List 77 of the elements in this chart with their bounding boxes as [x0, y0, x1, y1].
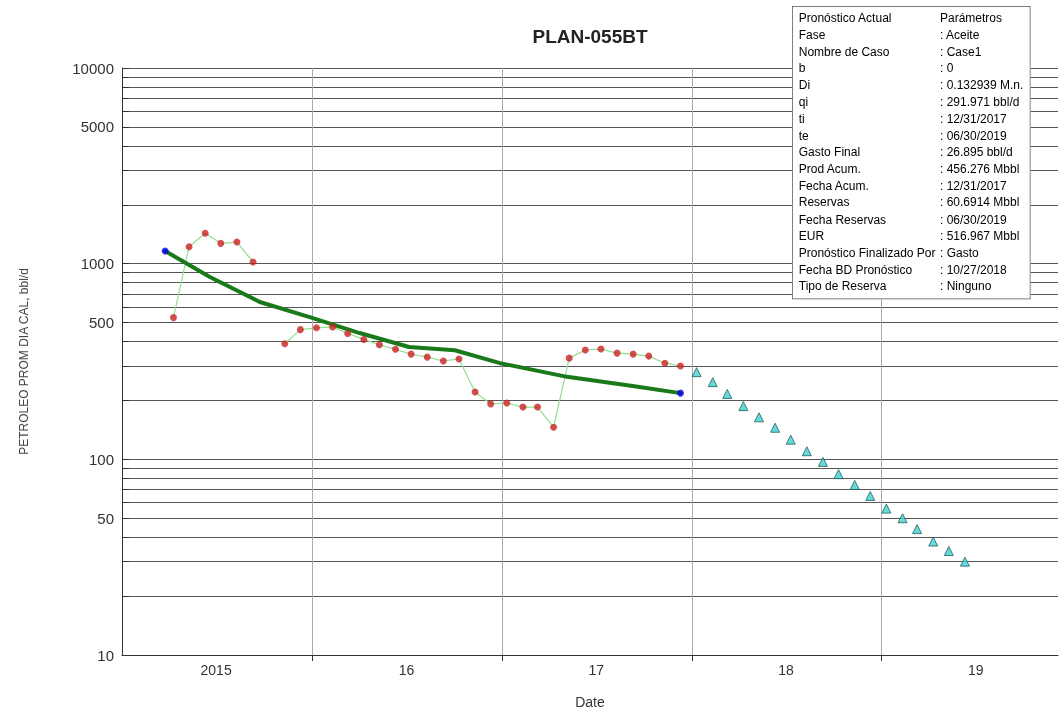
point [801, 446, 812, 457]
point [912, 524, 923, 535]
point [407, 350, 415, 358]
point [676, 389, 684, 397]
point [897, 513, 908, 524]
point [487, 400, 495, 408]
text: Pronóstico Actual Parámetros [798, 11, 1003, 25]
point [738, 401, 749, 412]
point [722, 388, 733, 399]
text: Prod Acum. : 456.276 Mbbl [798, 162, 1020, 176]
text: qi : 291.971 bbl/d [798, 95, 1020, 109]
text: Reservas : 60.6914 Mbbl [798, 196, 1020, 209]
text: b : 0 [798, 61, 954, 75]
point [849, 479, 860, 490]
point [217, 239, 225, 247]
annotation: Pronóstico Finalizado Por : Gasto [798, 245, 980, 262]
point [943, 546, 954, 557]
text: ti : 12/31/2017 [798, 112, 1007, 125]
point [959, 556, 970, 567]
text: Nombre de Caso : Case1 [798, 44, 982, 58]
point [645, 352, 653, 360]
point [329, 323, 337, 331]
text: EUR : 516.967 Mbbl [798, 229, 1020, 243]
y-tick-label: 1000 [80, 255, 114, 273]
point [629, 350, 637, 358]
point [344, 329, 352, 337]
point [881, 503, 892, 514]
point [785, 434, 796, 445]
point [565, 354, 573, 362]
point [817, 456, 828, 467]
point [581, 346, 589, 354]
point [676, 362, 684, 370]
point [833, 469, 844, 480]
y-tick-label: 10000 [72, 59, 114, 77]
point [281, 340, 289, 348]
y-axis-title: PETROLEO PROM DIA CAL, bbl/d [17, 268, 31, 455]
x-tick-label: 17 [588, 662, 605, 678]
y-tick-label: 50 [97, 509, 114, 527]
y-tick-label: 5000 [80, 118, 114, 136]
x-tick-label: 2015 [200, 662, 232, 678]
y-tick-label: 100 [88, 450, 114, 468]
point [928, 536, 939, 547]
point [161, 247, 169, 255]
point [550, 423, 558, 431]
point [169, 314, 177, 322]
point [661, 359, 669, 367]
point [296, 326, 304, 334]
point [392, 345, 400, 353]
point [439, 357, 447, 365]
text: Fecha Acum. : 12/31/2017 [798, 179, 1007, 193]
point [185, 243, 193, 251]
point [423, 353, 431, 361]
point [375, 341, 383, 349]
text: Fecha Reservas : 06/30/2019 [798, 212, 1007, 226]
x-tick-label: 18 [778, 662, 795, 678]
text: Di : 0.132939 M.n. [798, 78, 1024, 92]
text: te : 06/30/2019 [798, 128, 1007, 142]
x-axis-title: Date [575, 694, 605, 710]
text: Tipo de Reserva : Ninguno [798, 280, 992, 293]
point [360, 335, 368, 343]
y-tick-label: 500 [88, 314, 114, 332]
text: Fecha BD Pronóstico : 10/27/2018 [798, 263, 1007, 277]
point [201, 229, 209, 237]
point [533, 403, 541, 411]
x-tick-label: 16 [398, 662, 415, 678]
point [754, 412, 764, 423]
point [312, 324, 320, 332]
point [707, 377, 718, 388]
text: Gasto Final : 26.895 bbl/d [798, 145, 1013, 159]
point [865, 490, 876, 501]
text: Fase : Aceite [798, 28, 980, 41]
y-tick-label: 10 [97, 646, 114, 664]
x-tick-label: 19 [968, 662, 984, 678]
point [770, 422, 781, 433]
point [691, 367, 702, 378]
chart-title: PLAN-055BT [532, 26, 648, 47]
point [503, 399, 511, 407]
